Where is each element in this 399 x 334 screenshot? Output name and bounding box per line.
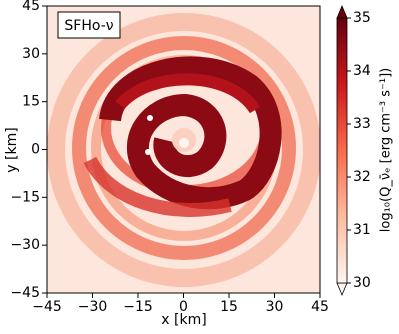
colorbar-tick-label: 34 bbox=[353, 63, 371, 79]
label-box bbox=[57, 11, 121, 39]
y-tick-label: 15 bbox=[22, 94, 40, 110]
x-tick-label: −15 bbox=[123, 299, 153, 315]
colorbar bbox=[336, 17, 348, 284]
x-tick-label: −30 bbox=[78, 299, 108, 315]
colorbar-tick-label: 35 bbox=[353, 10, 371, 26]
y-tick-label: 45 bbox=[22, 0, 40, 14]
y-tick-label: 30 bbox=[22, 46, 40, 62]
colorbar-tick-label: 30 bbox=[353, 275, 371, 291]
y-tick-label: −15 bbox=[10, 189, 40, 205]
y-tick-label: −45 bbox=[10, 285, 40, 301]
colorbar-tick-label: 31 bbox=[353, 222, 371, 238]
heatmap-field bbox=[47, 6, 320, 293]
x-tick-label: 30 bbox=[266, 299, 284, 315]
x-tick-label: 0 bbox=[179, 299, 188, 315]
colorbar-label: log₁₀(Q_ν̄ₑ [erg cm⁻³ s⁻¹]) bbox=[379, 68, 394, 232]
x-tick-label: 15 bbox=[220, 299, 238, 315]
y-axis-label: y [km] bbox=[4, 127, 20, 172]
colorbar-tick-label: 32 bbox=[353, 169, 371, 185]
y-tick-label: −30 bbox=[10, 237, 40, 253]
panel-label: SFHo-ν bbox=[64, 18, 113, 34]
colorbar-extend-top bbox=[336, 4, 348, 19]
x-tick-label: −45 bbox=[32, 299, 62, 315]
colorbar-tick-label: 33 bbox=[353, 116, 371, 132]
colorbar-extend-bottom bbox=[336, 282, 348, 297]
y-tick-label: 0 bbox=[31, 142, 40, 158]
x-axis-label: x [km] bbox=[161, 312, 206, 328]
x-tick-label: 45 bbox=[311, 299, 329, 315]
